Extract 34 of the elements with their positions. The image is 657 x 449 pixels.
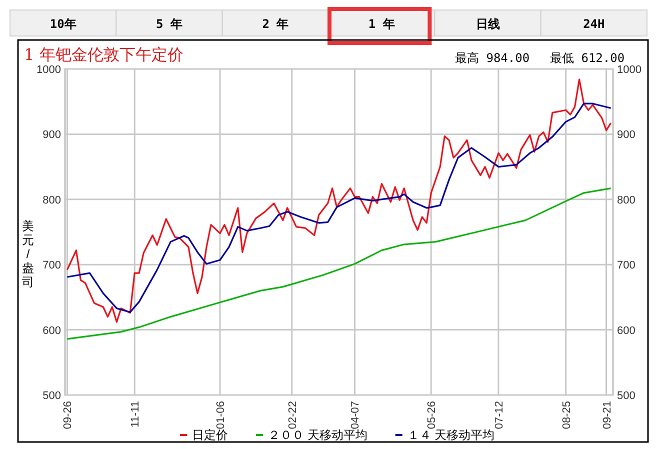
- legend-label: １４ 天移动平均: [407, 428, 495, 442]
- text: 5 年: [156, 17, 182, 31]
- text: 10年: [50, 17, 76, 31]
- legend-label: ２００ 天移动平均: [268, 428, 368, 442]
- text: 2 年: [262, 17, 289, 31]
- x-tick-label: 02-22: [286, 401, 299, 430]
- x-tick-label: 11-11: [130, 401, 142, 428]
- x-tick-label: 08-25: [560, 401, 573, 430]
- y2-tick-label: 700: [617, 260, 636, 272]
- y2-tick-label: 1000: [617, 64, 642, 76]
- text: 最低 612.00: [550, 51, 625, 65]
- legend-label: 日定价: [192, 428, 228, 442]
- y-axis-title: 美元/盎司: [22, 219, 34, 289]
- y2-tick-label: 600: [617, 324, 636, 337]
- x-tick-label: 05-26: [426, 401, 438, 430]
- y-tick-label: 900: [42, 129, 61, 142]
- x-tick-label: 09-21: [601, 401, 614, 430]
- y-tick-label: 800: [42, 194, 61, 206]
- text: 最高 984.00: [455, 51, 530, 65]
- chart-title: 1 年钯金伦敦下午定价: [24, 45, 184, 64]
- y2-tick-label: 800: [617, 194, 636, 206]
- y-tick-label: 600: [42, 324, 61, 337]
- text: 日线: [476, 17, 500, 31]
- x-tick-label: 04-07: [350, 401, 362, 430]
- y-tick-label: 700: [42, 260, 61, 272]
- y-tick-label: 1000: [36, 64, 61, 76]
- y-tick-label: 500: [42, 390, 61, 402]
- x-tick-label: 01-06: [214, 401, 227, 430]
- text: 24H: [583, 17, 605, 31]
- x-tick-label: 09-26: [62, 401, 74, 430]
- y2-tick-label: 900: [617, 129, 636, 142]
- y2-tick-label: 500: [617, 390, 636, 402]
- x-tick-label: 07-12: [493, 401, 506, 430]
- text: 1 年: [368, 17, 395, 31]
